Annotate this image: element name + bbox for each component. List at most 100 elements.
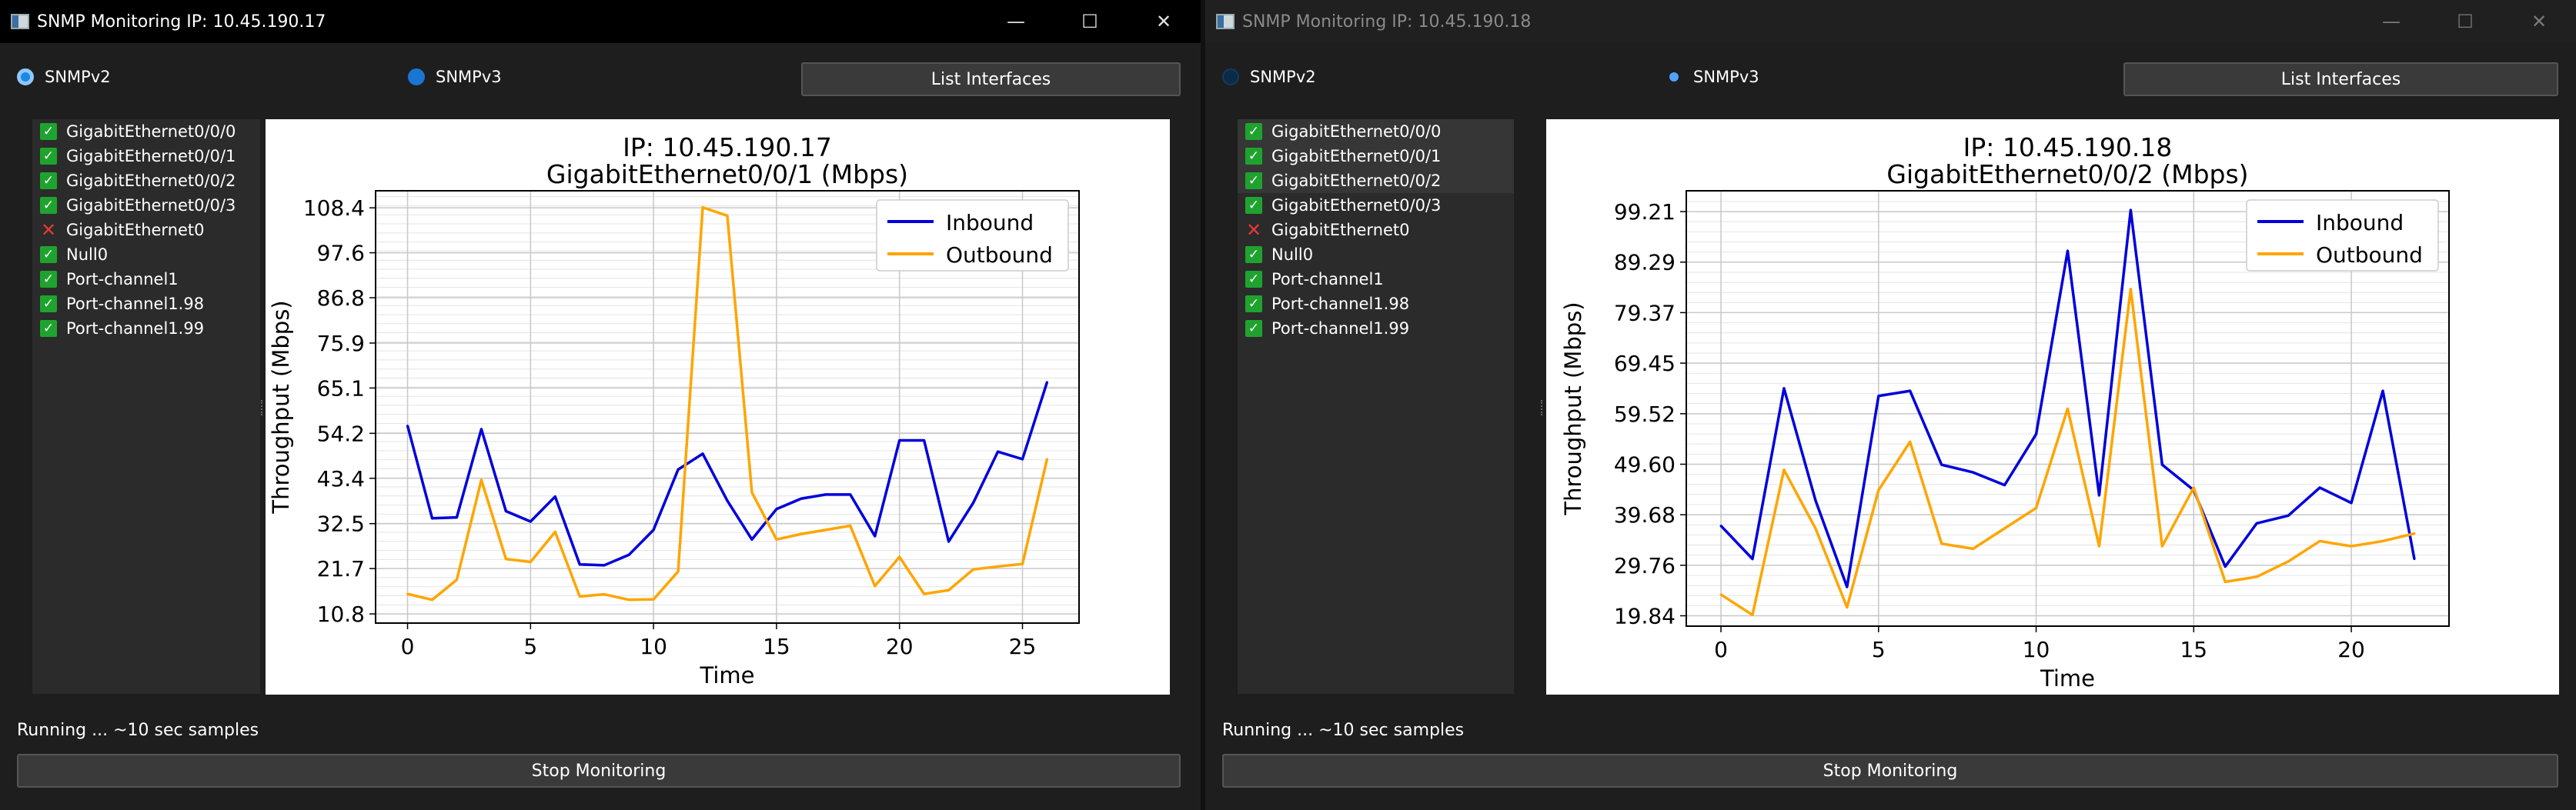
interface-item[interactable]: ✓ Null0 — [32, 242, 260, 267]
y-tick-label: 54.2 — [317, 421, 365, 446]
y-tick-label: 29.76 — [1614, 553, 1676, 578]
interface-item[interactable]: ✓ GigabitEthernet0/0/0 — [32, 119, 260, 144]
checkbox-checked-icon[interactable]: ✓ — [40, 197, 57, 214]
data-point-outbound — [824, 528, 827, 532]
interface-item[interactable]: ✓ Null0 — [1238, 242, 1514, 267]
interface-list[interactable]: ✓ GigabitEthernet0/0/0 ✓ GigabitEthernet0/0… — [1238, 119, 1514, 694]
radio-snmpv3[interactable]: SNMPv3 — [1666, 68, 1759, 86]
status-text: Running ... ~10 sec samples — [1222, 721, 1465, 740]
data-point-inbound — [2381, 389, 2384, 392]
stop-monitoring-button[interactable]: Stop Monitoring — [1222, 754, 2558, 788]
checkbox-checked-icon[interactable]: ✓ — [1245, 271, 1262, 288]
interface-list[interactable]: ✓ GigabitEthernet0/0/0 ✓ GigabitEthernet0/0… — [32, 119, 260, 694]
minimize-icon[interactable]: — — [1007, 11, 1025, 32]
data-point-outbound — [2255, 575, 2258, 578]
data-point-inbound — [2255, 522, 2258, 525]
minimize-icon[interactable]: — — [2382, 11, 2401, 32]
radio-snmpv2[interactable]: SNMPv2 — [17, 68, 111, 86]
checkbox-checked-icon[interactable]: ✓ — [40, 295, 57, 312]
interface-item[interactable]: ✓ GigabitEthernet0/0/3 — [1238, 193, 1514, 218]
data-point-outbound — [1045, 458, 1048, 461]
stop-monitoring-button[interactable]: Stop Monitoring — [17, 754, 1181, 788]
maximize-icon[interactable]: ☐ — [1081, 11, 1098, 32]
checkbox-cross-icon[interactable]: ✕ — [1245, 219, 1262, 241]
interface-label: GigabitEthernet0 — [66, 221, 205, 239]
data-point-inbound — [627, 553, 630, 556]
data-point-outbound — [652, 598, 655, 601]
x-axis-label: Time — [700, 662, 755, 688]
x-tick-label: 20 — [886, 634, 914, 659]
maximize-icon[interactable]: ☐ — [2457, 11, 2474, 32]
interface-item[interactable]: ✓ Port-channel1.99 — [1238, 316, 1514, 341]
splitter-handle[interactable] — [261, 400, 267, 415]
checkbox-checked-icon[interactable]: ✓ — [40, 246, 57, 263]
checkbox-checked-icon[interactable]: ✓ — [1245, 197, 1262, 214]
radio-snmpv3[interactable]: SNMPv3 — [408, 68, 502, 86]
snmp-window-2: SNMP Monitoring IP: 10.45.190.18 — ☐ ✕ S… — [1205, 0, 2576, 810]
list-interfaces-button[interactable]: List Interfaces — [2123, 62, 2558, 96]
interface-item[interactable]: ✓ Port-channel1.99 — [32, 316, 260, 341]
interface-item[interactable]: ✓ Port-channel1.98 — [1238, 292, 1514, 316]
data-point-inbound — [652, 528, 655, 532]
data-point-outbound — [775, 538, 778, 541]
data-point-outbound — [2381, 539, 2384, 542]
y-axis-label: Throughput (Mbps) — [268, 300, 294, 514]
data-point-outbound — [553, 531, 556, 534]
checkbox-cross-icon[interactable]: ✕ — [40, 219, 57, 241]
interface-item[interactable]: ✓ GigabitEthernet0/0/2 — [32, 168, 260, 193]
checkbox-checked-icon[interactable]: ✓ — [1245, 320, 1262, 337]
interface-item[interactable]: ✓ Port-channel1 — [32, 267, 260, 292]
interface-item[interactable]: ✓ GigabitEthernet0/0/1 — [1238, 144, 1514, 168]
data-point-outbound — [431, 598, 434, 602]
title-bar[interactable]: SNMP Monitoring IP: 10.45.190.18 — ☐ ✕ — [1205, 0, 2576, 43]
x-tick-label: 10 — [2023, 637, 2050, 662]
checkbox-checked-icon[interactable]: ✓ — [40, 172, 57, 189]
series-line-inbound — [406, 382, 1049, 567]
interface-item[interactable]: ✓ Port-channel1.98 — [32, 292, 260, 316]
checkbox-checked-icon[interactable]: ✓ — [1245, 295, 1262, 312]
interface-item[interactable]: ✕ GigabitEthernet0 — [1238, 218, 1514, 242]
title-bar[interactable]: SNMP Monitoring IP: 10.45.190.17 — ☐ ✕ — [0, 0, 1201, 43]
data-point-outbound — [874, 585, 877, 588]
data-point-outbound — [750, 491, 753, 494]
interface-item[interactable]: ✕ GigabitEthernet0 — [32, 218, 260, 242]
data-point-inbound — [2287, 514, 2290, 517]
y-tick-label: 59.52 — [1614, 402, 1676, 427]
data-point-outbound — [1782, 468, 1786, 472]
data-point-outbound — [2160, 545, 2163, 548]
interface-item[interactable]: ✓ GigabitEthernet0/0/1 — [32, 144, 260, 168]
splitter-handle[interactable] — [1541, 400, 1547, 415]
checkbox-checked-icon[interactable]: ✓ — [40, 271, 57, 288]
close-icon[interactable]: ✕ — [2531, 11, 2548, 32]
radio-snmpv2[interactable]: SNMPv2 — [1222, 68, 1316, 86]
y-tick-label: 79.37 — [1614, 300, 1676, 325]
interface-item[interactable]: ✓ Port-channel1 — [1238, 267, 1514, 292]
checkbox-checked-icon[interactable]: ✓ — [1245, 172, 1262, 189]
checkbox-checked-icon[interactable]: ✓ — [40, 123, 57, 140]
data-point-inbound — [2318, 486, 2321, 489]
data-point-outbound — [1909, 440, 1912, 443]
data-point-inbound — [2003, 484, 2006, 487]
x-axis-label: Time — [2040, 665, 2095, 692]
radio-label: SNMPv2 — [45, 68, 111, 86]
data-point-outbound — [1846, 606, 1849, 609]
interface-item[interactable]: ✓ GigabitEthernet0/0/0 — [1238, 119, 1514, 144]
list-interfaces-button[interactable]: List Interfaces — [801, 62, 1181, 96]
data-point-inbound — [2035, 432, 2038, 435]
interface-label: GigabitEthernet0/0/0 — [1271, 122, 1442, 141]
data-point-outbound — [2003, 527, 2006, 530]
data-point-outbound — [2350, 545, 2353, 548]
interface-item[interactable]: ✓ GigabitEthernet0/0/2 — [1238, 168, 1514, 193]
checkbox-checked-icon[interactable]: ✓ — [1245, 148, 1262, 165]
y-tick-label: 49.60 — [1614, 452, 1676, 477]
interface-label: Port-channel1 — [66, 270, 179, 288]
radio-indicator-icon — [408, 68, 425, 85]
close-icon[interactable]: ✕ — [1155, 11, 1172, 32]
data-point-outbound — [406, 592, 409, 595]
data-point-inbound — [1846, 585, 1849, 588]
checkbox-checked-icon[interactable]: ✓ — [40, 320, 57, 337]
checkbox-checked-icon[interactable]: ✓ — [1245, 246, 1262, 263]
interface-item[interactable]: ✓ GigabitEthernet0/0/3 — [32, 193, 260, 218]
checkbox-checked-icon[interactable]: ✓ — [1245, 123, 1262, 140]
checkbox-checked-icon[interactable]: ✓ — [40, 148, 57, 165]
